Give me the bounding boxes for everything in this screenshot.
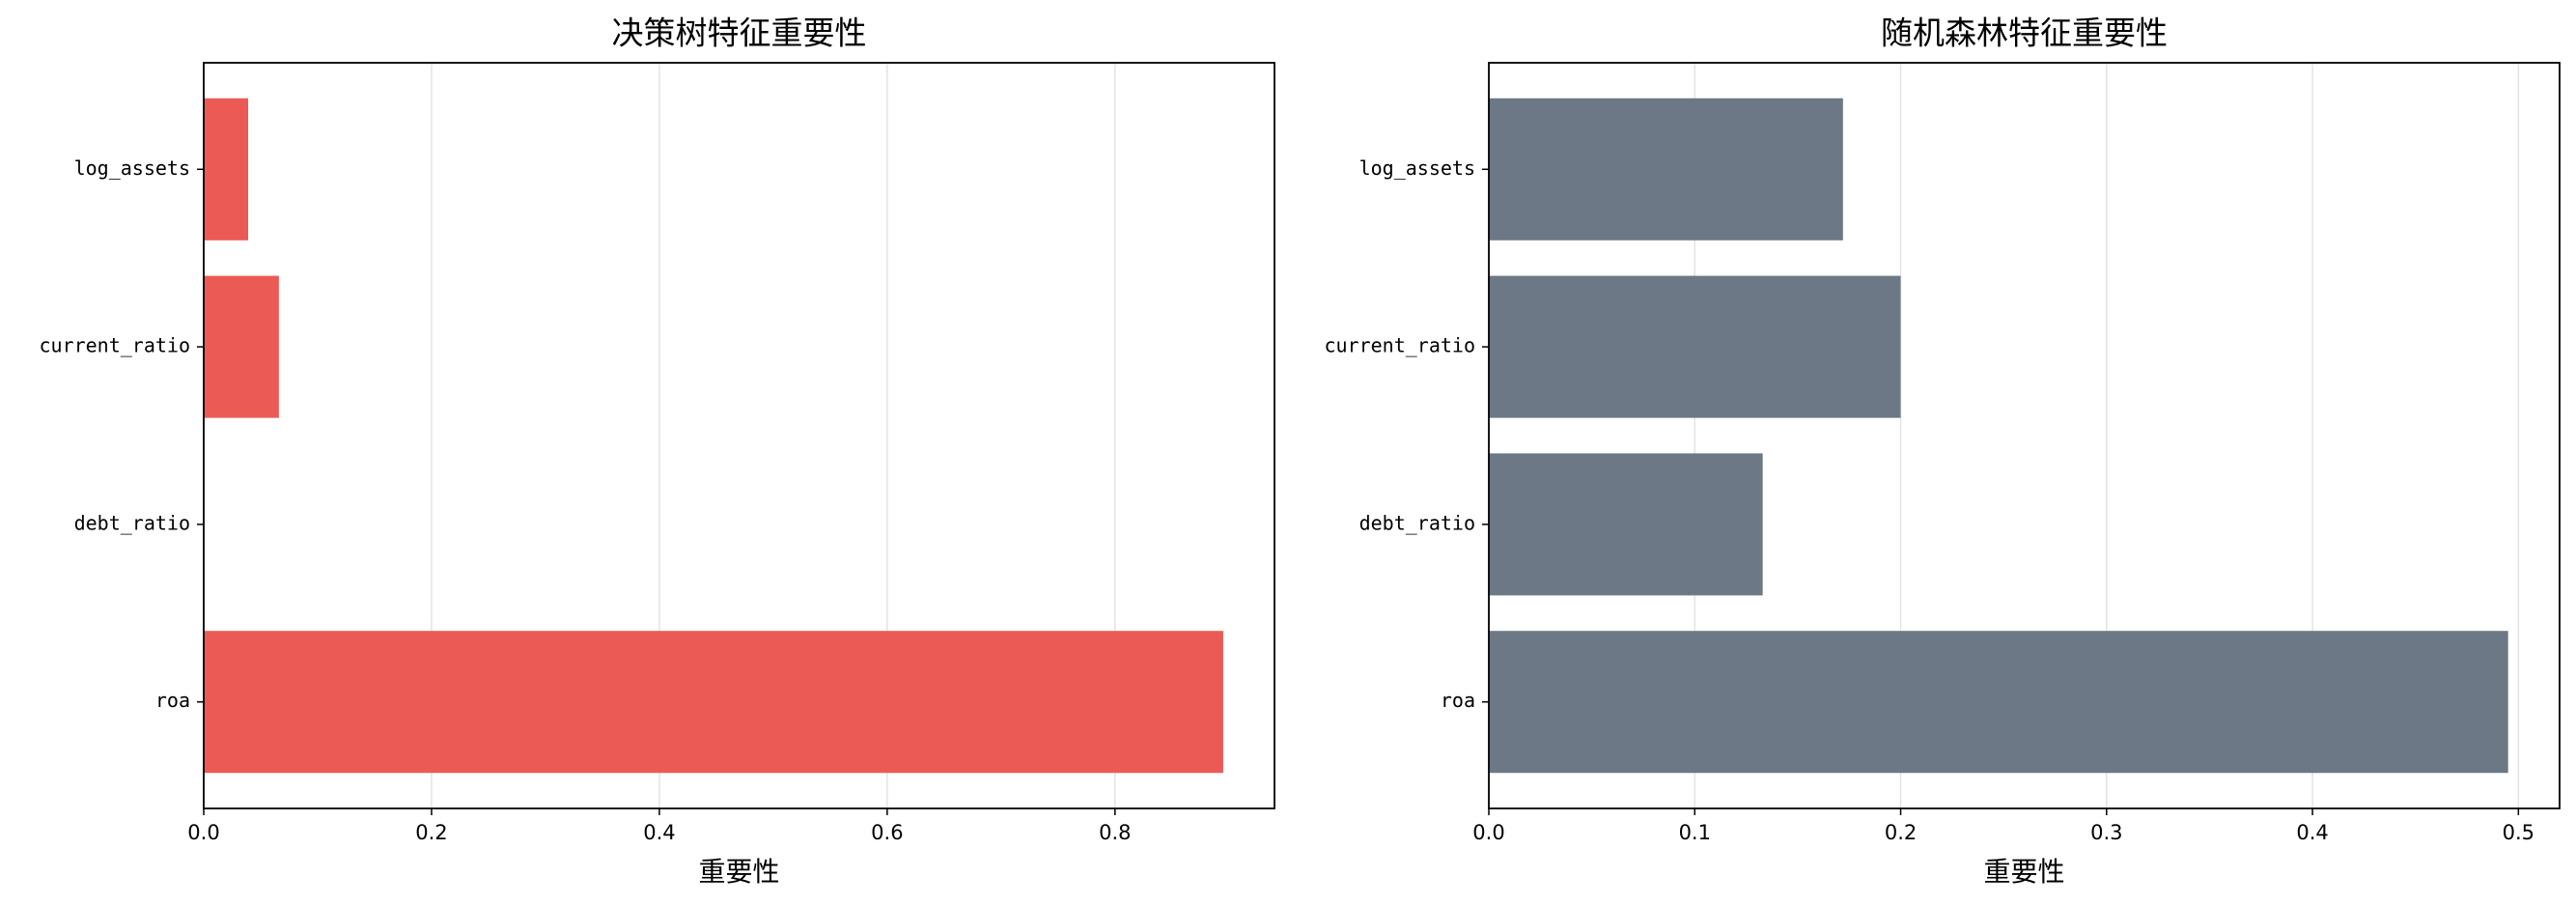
y-tick-label: roa: [155, 689, 190, 712]
y-tick-label: log_assets: [1359, 156, 1475, 180]
bar: [1489, 631, 2508, 774]
y-tick-label: current_ratio: [39, 334, 190, 357]
chart-title: 随机森林特征重要性: [1881, 14, 2168, 52]
bar: [204, 275, 279, 418]
x-tick-label: 0.3: [2090, 821, 2122, 844]
x-tick-label: 0.4: [2296, 821, 2328, 844]
x-axis-label: 重要性: [698, 856, 779, 888]
x-tick-label: 0.6: [871, 821, 903, 844]
axes-frame: [203, 62, 1275, 809]
x-tick-label: 0.2: [1885, 821, 1917, 844]
x-tick-label: 0.8: [1099, 821, 1131, 844]
x-tick-label: 0.0: [187, 821, 219, 844]
y-tick-label: current_ratio: [1324, 334, 1475, 357]
x-axis-label: 重要性: [1983, 856, 2064, 888]
x-tick-label: 0.1: [1679, 821, 1711, 844]
bar: [204, 631, 1223, 774]
bar: [1489, 453, 1763, 596]
y-tick-label: log_assets: [74, 156, 190, 180]
y-tick-label: debt_ratio: [74, 511, 190, 534]
y-tick-label: roa: [1441, 689, 1475, 712]
bar: [204, 98, 249, 241]
y-tick-label: debt_ratio: [1359, 511, 1475, 534]
x-tick-label: 0.5: [2503, 821, 2534, 844]
bar: [1489, 98, 1843, 241]
chart-title: 决策树特征重要性: [612, 14, 867, 52]
x-tick-label: 0.4: [643, 821, 675, 844]
x-tick-label: 0.2: [415, 821, 447, 844]
axes-frame: [1488, 62, 2561, 809]
x-tick-label: 0.0: [1472, 821, 1504, 844]
bar: [1489, 275, 1901, 418]
